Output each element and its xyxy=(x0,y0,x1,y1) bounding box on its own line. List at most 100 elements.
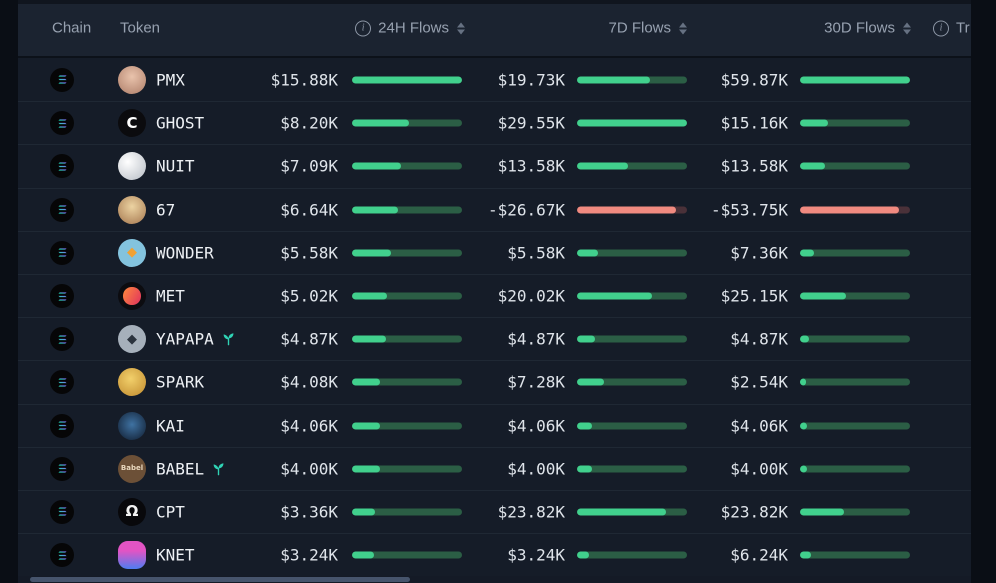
token-avatar: ◆ xyxy=(118,325,146,354)
flow-value-24h: $3.24K xyxy=(280,545,338,565)
solana-chain-icon xyxy=(50,327,74,352)
flow-value-30d: $15.16K xyxy=(720,113,788,133)
flow-bar-24h xyxy=(352,378,462,386)
solana-logo-icon xyxy=(57,75,67,84)
token-avatar: ◆ xyxy=(118,238,146,267)
flow-value-30d: $4.06K xyxy=(730,416,788,436)
flow-bar-30d xyxy=(800,465,910,473)
token-flows-table: Chain Token i 24H Flows 7D Flows 30D Flo… xyxy=(18,0,971,576)
token-cell[interactable]: MET xyxy=(156,287,185,306)
table-row[interactable]: KAI $4.06K $4.06K $4.06K xyxy=(18,403,971,447)
token-avatar-glyph: ◆ xyxy=(127,331,137,347)
table-row[interactable]: PMX $15.88K $19.73K $59.87K xyxy=(18,58,971,101)
token-name: BABEL xyxy=(156,459,205,479)
token-cell[interactable]: PMX xyxy=(156,70,185,89)
token-cell[interactable]: BABEL xyxy=(156,459,226,478)
solana-logo-icon xyxy=(57,378,67,387)
solana-chain-icon xyxy=(50,456,74,481)
token-avatar xyxy=(118,541,146,570)
table-row[interactable]: MET $5.02K $20.02K $25.15K xyxy=(18,273,971,317)
solana-logo-icon xyxy=(57,162,67,171)
solana-chain-icon xyxy=(50,154,74,179)
flow-value-24h: $4.06K xyxy=(280,416,338,436)
horizontal-scrollbar[interactable] xyxy=(18,576,971,583)
token-avatar xyxy=(118,411,146,440)
token-name: NUIT xyxy=(156,156,195,176)
flow-bar-7d xyxy=(577,378,687,386)
info-icon[interactable]: i xyxy=(933,20,949,36)
token-cell[interactable]: YAPAPA xyxy=(156,330,236,349)
token-cell[interactable]: WONDER xyxy=(156,243,214,262)
table-row[interactable]: ◆ WONDER $5.58K $5.58K $7.36K xyxy=(18,230,971,274)
token-cell[interactable]: KNET xyxy=(156,546,195,565)
table-row[interactable]: ◆ YAPAPA $4.87K $4.87K $4.87K xyxy=(18,317,971,360)
column-header-24h-flows[interactable]: i 24H Flows xyxy=(218,20,465,37)
token-avatar-glyph: ◆ xyxy=(127,245,137,261)
flow-bar-24h xyxy=(352,551,462,559)
flow-bar-24h xyxy=(352,76,462,84)
solana-logo-icon xyxy=(57,464,67,473)
column-header-30d-flows[interactable]: 30D Flows xyxy=(658,20,911,37)
sort-arrows-icon[interactable] xyxy=(903,22,911,34)
flow-bar-7d xyxy=(577,508,687,516)
solana-logo-icon xyxy=(57,119,67,128)
flow-value-30d: $59.87K xyxy=(720,70,788,90)
info-icon[interactable]: i xyxy=(355,20,372,36)
chain-header-label: Chain xyxy=(52,19,92,37)
table-body: PMX $15.88K $19.73K $59.87K xyxy=(18,58,971,576)
table-row[interactable]: Babel BABEL $4.00K $4.00K $4.00K xyxy=(18,446,971,490)
flow-bar-7d xyxy=(577,335,687,343)
flow-value-7d: $23.82K xyxy=(497,502,565,522)
solana-chain-icon xyxy=(50,284,74,309)
flow-bar-7d xyxy=(577,465,687,473)
token-cell[interactable]: SPARK xyxy=(156,373,204,392)
flow-value-24h: $7.09K xyxy=(280,156,338,176)
column-header-7d-flows[interactable]: 7D Flows xyxy=(448,20,687,37)
token-avatar xyxy=(118,195,146,224)
flow-value-7d: $29.55K xyxy=(497,113,565,133)
token-avatar xyxy=(118,368,146,397)
solana-chain-icon xyxy=(50,499,74,524)
flow-bar-30d xyxy=(800,422,910,430)
flow-value-7d: $4.00K xyxy=(507,459,565,479)
flow-bar-30d xyxy=(800,76,910,84)
flow-bar-24h xyxy=(352,422,462,430)
flow-value-30d: $6.24K xyxy=(730,545,788,565)
table-row[interactable]: Ω CPT $3.36K $23.82K $23.82K xyxy=(18,489,971,533)
flow-value-7d: $19.73K xyxy=(497,70,565,90)
table-row[interactable]: KNET $3.24K $3.24K $6.24K xyxy=(18,533,971,576)
solana-logo-icon xyxy=(57,335,67,344)
token-cell[interactable]: NUIT xyxy=(156,157,195,176)
token-cell[interactable]: GHOST xyxy=(156,114,204,133)
flow-value-30d: $4.00K xyxy=(730,459,788,479)
sprout-icon xyxy=(223,333,234,346)
sort-arrows-icon[interactable] xyxy=(457,22,465,34)
flow-bar-24h xyxy=(352,508,462,516)
column-header-trades[interactable]: i Tr xyxy=(933,20,971,37)
flow-value-7d: $20.02K xyxy=(497,286,565,306)
column-header-token[interactable]: Token xyxy=(120,20,160,37)
token-cell[interactable]: KAI xyxy=(156,416,185,435)
flow-bar-24h xyxy=(352,335,462,343)
column-header-chain[interactable]: Chain xyxy=(52,20,91,37)
token-name: 67 xyxy=(156,200,176,220)
flow-value-24h: $4.87K xyxy=(280,329,338,349)
token-avatar xyxy=(118,282,146,311)
flow-bar-7d xyxy=(577,292,687,300)
table-row[interactable]: C GHOST $8.20K $29.55K $15.16K xyxy=(18,101,971,144)
flow-bar-30d xyxy=(800,206,910,214)
table-row[interactable]: 67 $6.64K -$26.67K -$53.75K xyxy=(18,187,971,231)
sort-arrows-icon[interactable] xyxy=(679,22,687,34)
flow-bar-24h xyxy=(352,292,462,300)
table-row[interactable]: SPARK $4.08K $7.28K $2.54K xyxy=(18,360,971,403)
flow-value-30d: $4.87K xyxy=(730,329,788,349)
token-cell[interactable]: 67 xyxy=(156,200,175,219)
flow-bar-30d xyxy=(800,249,910,257)
flow-bar-30d xyxy=(800,551,910,559)
token-cell[interactable]: CPT xyxy=(156,502,185,521)
solana-logo-icon xyxy=(57,248,67,258)
token-avatar xyxy=(118,65,146,94)
scrollbar-thumb[interactable] xyxy=(30,577,410,582)
table-row[interactable]: NUIT $7.09K $13.58K $13.58K xyxy=(18,144,971,187)
